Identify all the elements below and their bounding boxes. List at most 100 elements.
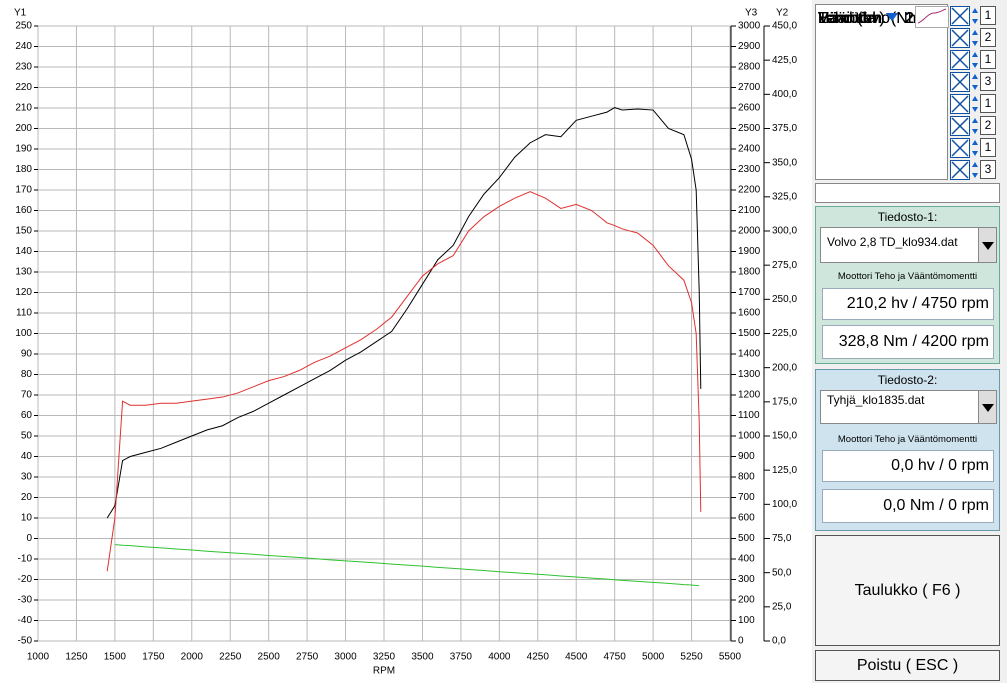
dropdown-button[interactable] — [978, 228, 996, 262]
y1-tick-label: -50 — [18, 636, 33, 647]
scale-spinner[interactable] — [971, 138, 979, 158]
y2-tick-label: 125,0 — [772, 465, 797, 476]
y1-tick-label: 230 — [15, 62, 32, 73]
x-tick-label: 1250 — [65, 652, 88, 663]
scale-number[interactable]: 2 — [980, 116, 996, 135]
scale-number[interactable]: 1 — [980, 94, 996, 113]
file2-heading: Moottori Teho ja Vääntömomentti — [837, 434, 978, 445]
y3-tick-label: 2100 — [738, 205, 761, 216]
visibility-checkbox[interactable] — [950, 160, 970, 180]
legend-file-number: 2 — [905, 10, 914, 27]
legend-file-number: 1 — [905, 10, 914, 27]
scale-number[interactable]: 1 — [980, 50, 996, 69]
x-tick-label: 5000 — [642, 652, 665, 663]
y1-tick-label: 180 — [15, 164, 32, 175]
y2-tick-label: 300,0 — [772, 226, 797, 237]
visibility-checkbox[interactable] — [950, 138, 970, 158]
series-line — [114, 544, 700, 587]
y1-tick-label: 220 — [15, 82, 32, 93]
y1-tick-label: 110 — [16, 308, 32, 319]
legend-controls: 1 2 1 3 1 2 1 3 — [950, 4, 1000, 180]
legend-label: Vääntöm. (Nm) — [818, 10, 927, 27]
scale-number[interactable]: 3 — [980, 72, 996, 91]
scale-spinner[interactable] — [971, 160, 979, 180]
x-tick-label: 4500 — [565, 652, 588, 663]
y2-tick-label: 0,0 — [772, 636, 786, 647]
legend-file-number: 2 — [905, 10, 914, 27]
y1-tick-label: 10 — [21, 513, 33, 524]
y2-axis-title: Y2 — [776, 8, 789, 19]
status-box — [815, 183, 1000, 203]
y3-tick-label: 1500 — [738, 328, 761, 339]
legend-label: Häviöteho — [818, 10, 891, 27]
y1-tick-label: 60 — [21, 410, 33, 421]
legend-control-row: 1 — [950, 5, 1000, 27]
scale-number[interactable]: 1 — [980, 138, 996, 157]
x-tick-label: 4250 — [527, 652, 550, 663]
file2-name: Tyhjä_klo1835.dat — [827, 393, 925, 407]
legend-label: Teho (hv) — [818, 10, 885, 27]
scale-number[interactable]: 1 — [980, 6, 996, 25]
y1-tick-label: 50 — [21, 431, 33, 442]
y2-tick-label: 25,0 — [772, 601, 792, 612]
table-button[interactable]: Taulukko ( F6 ) — [815, 535, 1000, 646]
visibility-checkbox[interactable] — [950, 116, 970, 136]
y1-tick-label: 190 — [15, 144, 32, 155]
legend-swatch-line — [917, 8, 947, 24]
file1-power: 210,2 hv / 4750 rpm — [822, 288, 994, 320]
scale-number[interactable]: 2 — [980, 28, 996, 47]
scale-number[interactable]: 3 — [980, 160, 996, 179]
y3-tick-label: 600 — [738, 513, 755, 524]
legend-file-number: 2 — [905, 10, 914, 27]
y3-tick-label: 2200 — [738, 185, 761, 196]
visibility-checkbox[interactable] — [950, 72, 970, 92]
scale-spinner[interactable] — [971, 6, 979, 26]
x-tick-label: 1750 — [142, 652, 165, 663]
legend-file-number: 2 — [905, 10, 914, 27]
file1-select[interactable]: Volvo 2,8 TD_klo934.dat — [820, 227, 997, 263]
legend-control-row: 1 — [950, 49, 1000, 71]
x-axis-title: RPM — [373, 666, 395, 677]
y1-tick-label: 0 — [26, 533, 32, 544]
scale-spinner[interactable] — [971, 116, 979, 136]
legend-label: Vääntöm. (Nm) — [818, 10, 927, 27]
dropdown-button[interactable] — [978, 391, 996, 423]
visibility-checkbox[interactable] — [950, 94, 970, 114]
y1-tick-label: 210 — [15, 103, 32, 114]
exit-button[interactable]: Poistu ( ESC ) — [815, 650, 1000, 681]
y1-tick-label: 80 — [21, 369, 33, 380]
y3-tick-label: 1200 — [738, 390, 761, 401]
y1-tick-label: 90 — [21, 349, 33, 360]
y3-tick-label: 0 — [738, 636, 744, 647]
file1-torque: 328,8 Nm / 4200 rpm — [822, 325, 994, 359]
y1-tick-label: 160 — [15, 205, 32, 216]
file2-power: 0,0 hv / 0 rpm — [822, 450, 994, 482]
x-tick-label: 2250 — [219, 652, 242, 663]
y2-tick-label: 350,0 — [772, 157, 797, 168]
y2-tick-label: 250,0 — [772, 294, 797, 305]
file2-select[interactable]: Tyhjä_klo1835.dat — [820, 390, 997, 424]
y3-tick-label: 500 — [738, 533, 755, 544]
scale-spinner[interactable] — [971, 72, 979, 92]
scale-spinner[interactable] — [971, 94, 979, 114]
y2-tick-label: 200,0 — [772, 362, 797, 373]
legend-label: Teho (hv) — [818, 10, 885, 27]
visibility-checkbox[interactable] — [950, 6, 970, 26]
file1-name: Volvo 2,8 TD_klo934.dat — [827, 235, 958, 249]
y2-tick-label: 375,0 — [772, 123, 797, 134]
y3-tick-label: 800 — [738, 472, 755, 483]
x-tick-label: 1500 — [104, 652, 127, 663]
x-tick-label: 4750 — [604, 652, 627, 663]
x-tick-label: 2750 — [296, 652, 319, 663]
legend-control-row: 2 — [950, 27, 1000, 49]
x-tick-label: 3500 — [411, 652, 434, 663]
scale-spinner[interactable] — [971, 50, 979, 70]
legend-control-row: 3 — [950, 159, 1000, 181]
file1-panel: Tiedosto-1: Volvo 2,8 TD_klo934.dat Moot… — [815, 206, 1000, 364]
y3-tick-label: 2000 — [738, 226, 761, 237]
x-tick-label: 2500 — [258, 652, 281, 663]
visibility-checkbox[interactable] — [950, 28, 970, 48]
scale-spinner[interactable] — [971, 28, 979, 48]
visibility-checkbox[interactable] — [950, 50, 970, 70]
